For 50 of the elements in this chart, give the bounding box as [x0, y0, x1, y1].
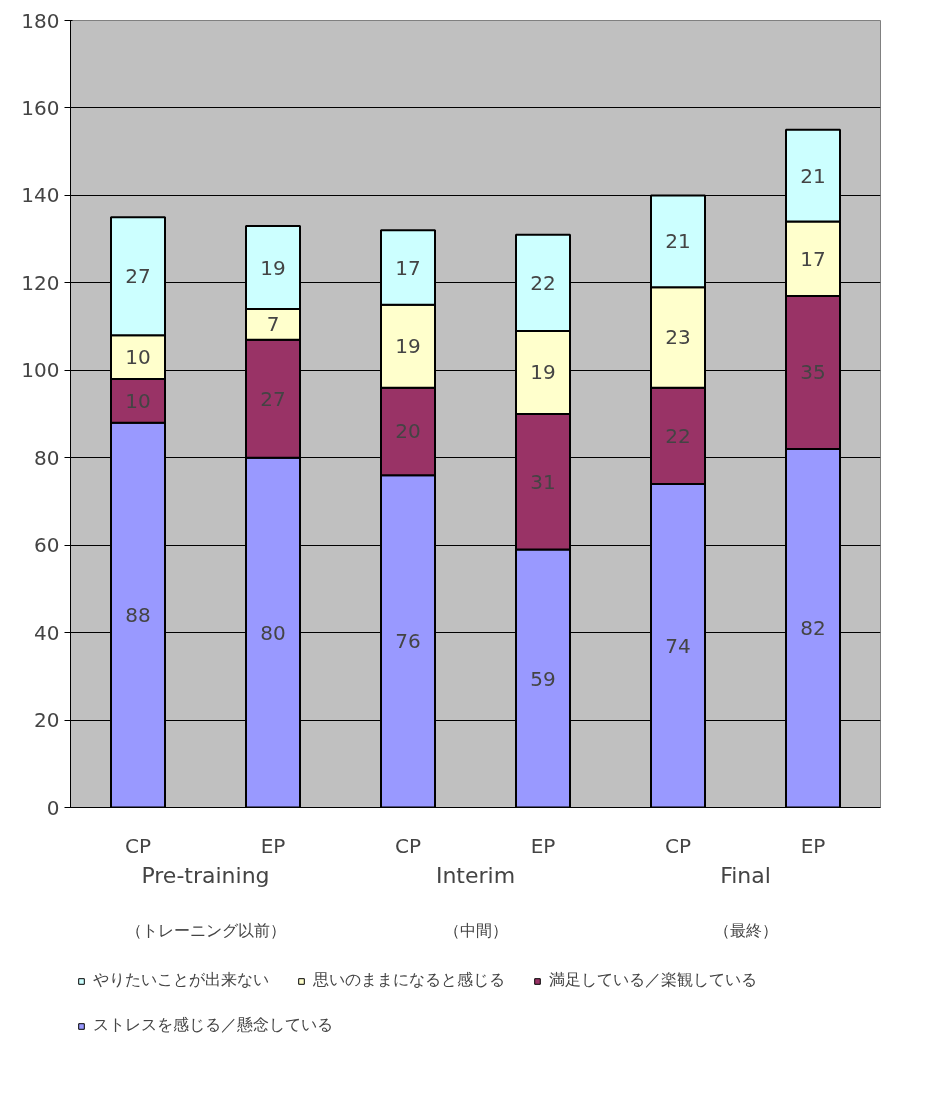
data-label: 19 [260, 255, 286, 280]
legend-label: ストレスを感じる／懸念している [93, 1015, 333, 1036]
data-label: 74 [665, 633, 691, 658]
data-label: 10 [125, 345, 151, 370]
y-tick-label: 20 [34, 708, 60, 733]
data-label: 7 [266, 312, 280, 337]
data-label: 59 [530, 666, 556, 691]
y-tick-label: 160 [21, 95, 60, 120]
y-tick-label: 60 [34, 533, 60, 558]
data-label: 21 [800, 163, 826, 188]
x-tick-label: EP [260, 833, 286, 858]
y-tick-label: 80 [34, 445, 60, 470]
data-label: 10 [125, 388, 151, 413]
text: （トレーニング以前） [125, 921, 286, 940]
data-label: 20 [395, 419, 421, 444]
legend-label: 思いのままになると感じる [313, 970, 505, 991]
data-label: 21 [665, 229, 691, 254]
text: Final [720, 863, 771, 888]
legend-label: やりたいことが出来ない [93, 970, 269, 991]
data-label: 27 [125, 264, 151, 289]
text: （最終） [713, 921, 778, 940]
legend-label: 満足している／楽観している [549, 970, 757, 991]
data-label: 22 [665, 423, 691, 448]
x-tick-label: CP [394, 833, 422, 858]
data-label: 17 [800, 246, 826, 271]
y-tick-label: 120 [21, 270, 60, 295]
data-label: 80 [260, 620, 286, 645]
y-tick-label: 0 [46, 795, 60, 820]
text: （中間） [443, 921, 508, 940]
text: Pre-training [141, 863, 270, 888]
y-tick-label: 100 [21, 358, 60, 383]
data-label: 23 [665, 325, 691, 350]
data-label: 76 [395, 629, 421, 654]
x-tick-label: CP [124, 833, 152, 858]
data-label: 27 [260, 386, 286, 411]
data-label: 19 [395, 334, 421, 359]
text: Interim [435, 863, 516, 888]
x-tick-label: CP [664, 833, 692, 858]
x-tick-label: EP [800, 833, 826, 858]
data-label: 17 [395, 255, 421, 280]
data-label: 35 [800, 360, 826, 385]
data-label: 88 [125, 603, 151, 628]
data-label: 82 [800, 616, 826, 641]
data-label: 19 [530, 360, 556, 385]
y-tick-label: 180 [21, 8, 60, 33]
y-tick-label: 40 [34, 620, 60, 645]
data-label: 22 [530, 270, 556, 295]
data-label: 31 [530, 469, 556, 494]
x-tick-label: EP [530, 833, 556, 858]
y-tick-label: 140 [21, 183, 60, 208]
